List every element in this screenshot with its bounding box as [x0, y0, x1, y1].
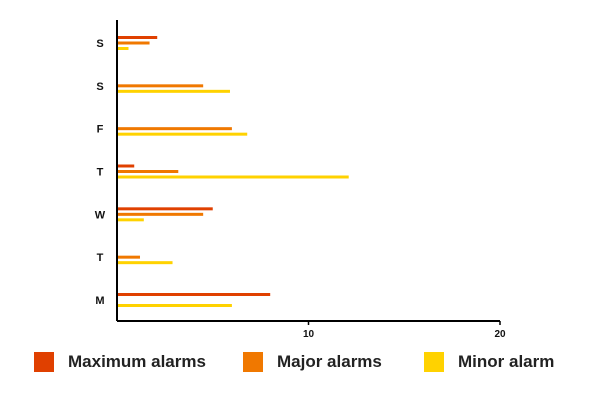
legend-swatch-maximum	[34, 352, 54, 372]
bar-minor-alarm	[118, 218, 144, 222]
legend-swatch-minor	[424, 352, 444, 372]
legend-label-maximum: Maximum alarms	[68, 352, 206, 371]
x-tick-label: 10	[303, 329, 315, 340]
bar-major-alarms	[118, 170, 179, 173]
category-label: M	[95, 295, 104, 307]
bar-maximum-alarms	[118, 293, 271, 296]
bar-maximum-alarms	[118, 36, 158, 39]
bar-major-alarms	[118, 255, 140, 259]
category-label: S	[96, 38, 103, 50]
bar-marks	[118, 36, 349, 307]
x-axis-ticks: 10 20	[303, 321, 506, 340]
category-labels: M T W T F S S	[95, 38, 106, 307]
bar-minor-alarm	[118, 304, 232, 307]
category-label: W	[95, 209, 106, 221]
category-label: F	[97, 124, 104, 136]
bar-major-alarms	[118, 212, 204, 216]
bar-major-alarms	[118, 127, 232, 131]
bar-minor-alarm	[118, 261, 173, 265]
category-label: T	[97, 167, 104, 179]
category-label: T	[97, 252, 104, 264]
category-label: S	[96, 81, 103, 93]
legend-label-major: Major alarms	[277, 352, 382, 371]
bar-minor-alarm	[118, 175, 349, 179]
bar-minor-alarm	[118, 89, 230, 93]
x-tick-label: 20	[494, 329, 506, 340]
bar-minor-alarm	[118, 47, 129, 50]
legend: Maximum alarms Major alarms Minor alarm	[0, 346, 600, 382]
bar-minor-alarm	[118, 132, 248, 136]
legend-swatch-major	[243, 352, 263, 372]
bar-major-alarms	[118, 84, 204, 88]
bar-major-alarms	[118, 41, 150, 45]
bar-maximum-alarms	[118, 207, 213, 211]
bar-maximum-alarms	[118, 164, 135, 168]
legend-label-minor: Minor alarm	[458, 352, 555, 371]
